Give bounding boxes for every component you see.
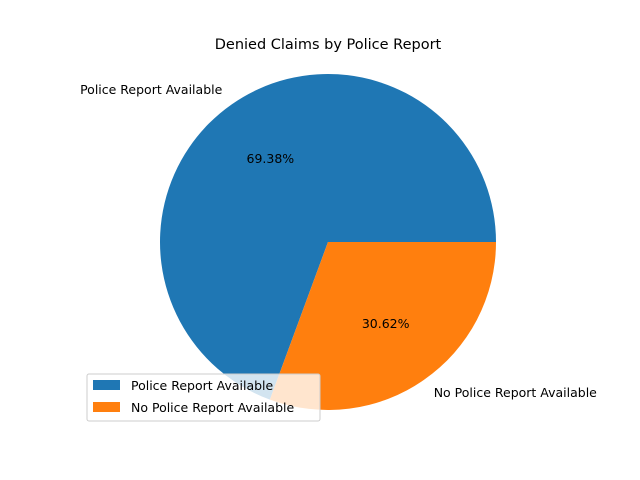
slice-percent-police-report-available: 69.38% (247, 151, 295, 166)
slice-label-no-police-report-available: No Police Report Available (434, 385, 597, 400)
slice-percent-no-police-report-available: 30.62% (362, 316, 410, 331)
legend-label-no-police-report-available: No Police Report Available (131, 400, 294, 415)
legend-frame (86, 373, 321, 422)
chart-title: Denied Claims by Police Report (215, 37, 442, 53)
legend-swatch-no-police-report-available (93, 402, 120, 412)
legend: Police Report Available No Police Report… (86, 373, 321, 422)
pie-slice-labels: Police Report Available No Police Report … (80, 82, 597, 400)
pie-percent-labels: 69.38% 30.62% (247, 151, 410, 331)
legend-label-police-report-available: Police Report Available (131, 378, 274, 393)
pie-slices (159, 74, 496, 410)
legend-swatch-police-report-available (93, 380, 120, 390)
pie-slice-no-police-report-available (269, 242, 496, 410)
pie-slice-police-report-available (159, 74, 496, 400)
slice-label-police-report-available: Police Report Available (80, 82, 223, 97)
